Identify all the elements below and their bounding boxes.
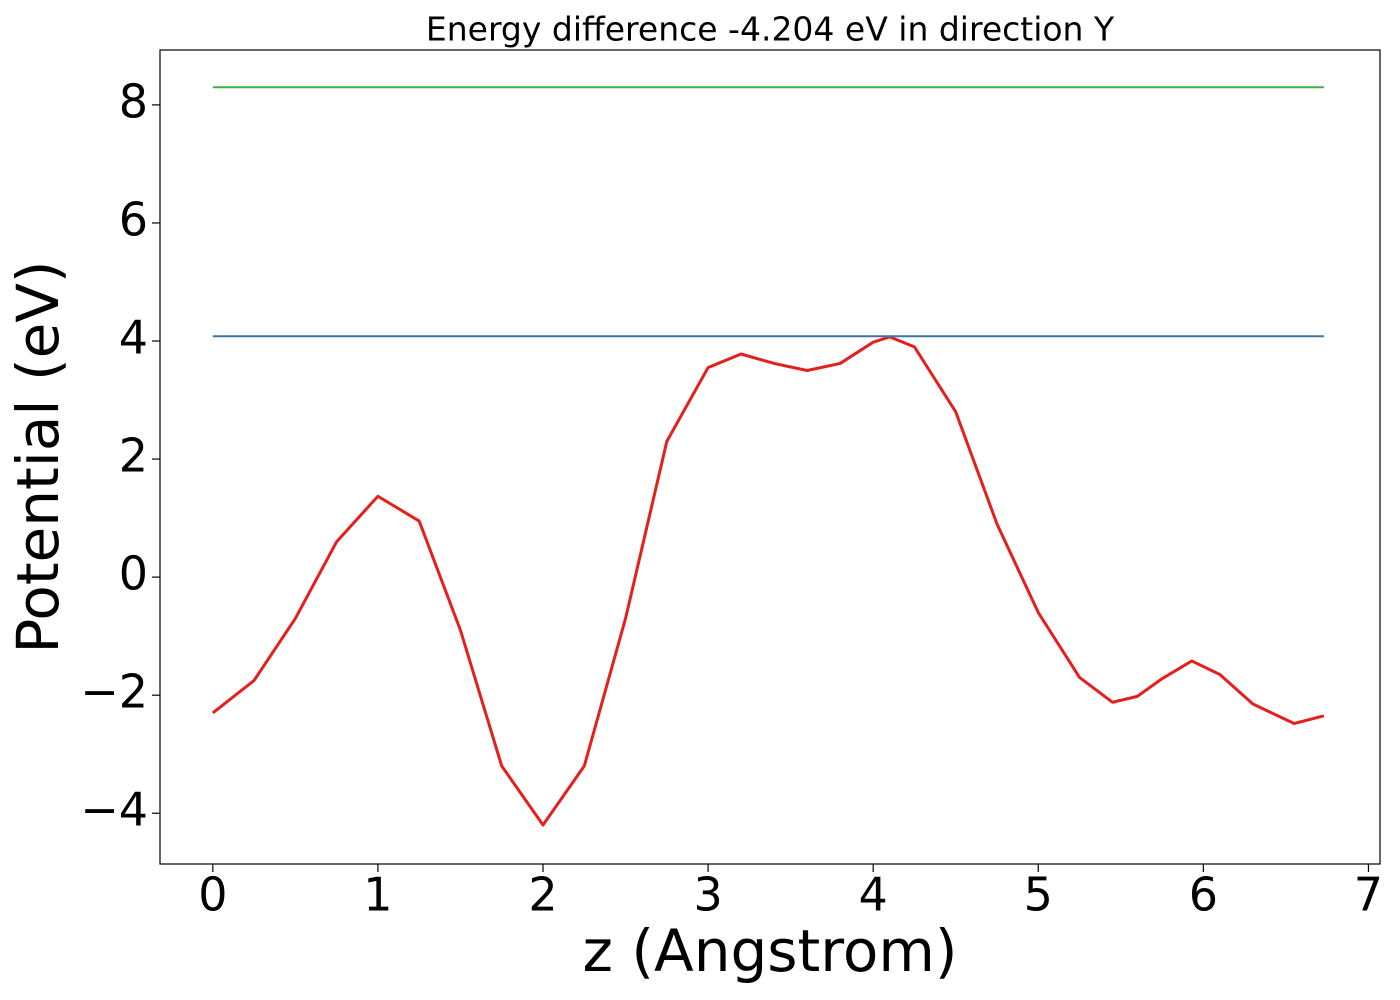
y-axis-label: Potential (eV) — [4, 260, 72, 653]
y-tick-label: 8 — [119, 74, 148, 128]
x-tick-label: 4 — [859, 868, 888, 922]
x-axis-label: z (Angstrom) — [583, 917, 958, 985]
plot-frame — [159, 49, 1381, 865]
line-series — [211, 335, 1325, 827]
y-tick-label: 2 — [119, 429, 148, 483]
x-tick-label: 1 — [363, 868, 392, 922]
x-tick-label: 5 — [1024, 868, 1053, 922]
chart-title: Energy difference -4.204 eV in direction… — [426, 10, 1115, 49]
y-tick-label: −2 — [80, 665, 148, 719]
y-tick-label: 4 — [119, 311, 148, 365]
x-tick-label: 7 — [1354, 868, 1383, 922]
x-tick-label: 0 — [198, 868, 227, 922]
x-tick-label: 3 — [693, 868, 722, 922]
x-tick-label: 2 — [528, 868, 557, 922]
y-tick-label: −4 — [80, 783, 148, 837]
y-tick-label: 6 — [119, 192, 148, 246]
y-tick-label: 0 — [119, 547, 148, 601]
x-tick-label: 6 — [1189, 868, 1218, 922]
